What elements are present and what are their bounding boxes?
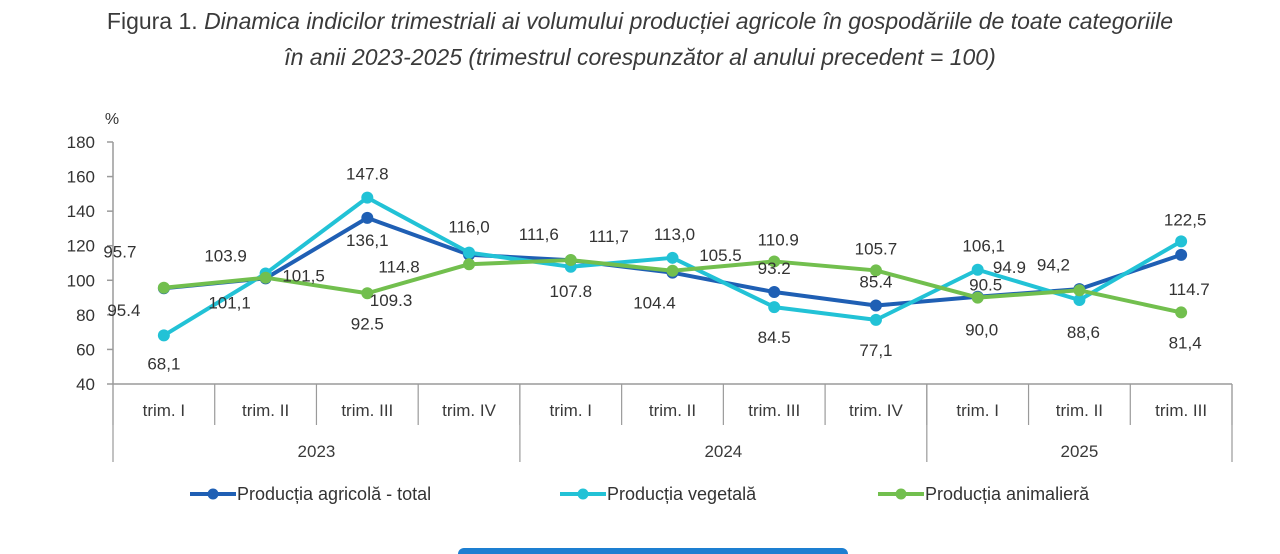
legend-entry: Producția agricolă - total: [237, 484, 431, 504]
data-labels: 95.4 101,1 136,1 114.8 111,6 104.4 93.2 85.4 90.…: [103, 165, 1209, 374]
data-point: [463, 246, 476, 259]
data-label: 95.7: [103, 243, 136, 262]
data-label: 104.4: [633, 294, 676, 313]
data-point: [971, 291, 984, 304]
data-point: [768, 255, 781, 268]
data-label: 114.8: [378, 258, 419, 277]
legend-marker-icon: [577, 488, 589, 500]
x-tick-label: trim. IV: [442, 401, 496, 420]
data-label: 110.9: [758, 230, 799, 249]
y-tick-label: 140: [67, 202, 95, 221]
data-label: 114.7: [1168, 280, 1209, 299]
chart-title-line1: Figura 1. Dinamica indicilor trimestrial…: [0, 4, 1280, 38]
data-point: [869, 264, 882, 277]
data-label: 93.2: [758, 259, 791, 278]
x-group-label: 2025: [1060, 442, 1098, 461]
data-label: 105.7: [855, 239, 898, 258]
axes: % 40 60 80 100 120 140 160 180 trim. I trim. II tri…: [67, 111, 1233, 462]
data-point: [564, 254, 577, 267]
data-point: [869, 313, 882, 326]
data-point: [666, 251, 679, 264]
legend-marker-icon: [895, 488, 907, 500]
legend: Producția agricolă - total Producția vege…: [190, 484, 1090, 504]
data-label: 122,5: [1164, 210, 1207, 229]
figure-number: Figura 1.: [106, 8, 205, 34]
x-tick-label: trim. II: [649, 401, 696, 420]
data-point: [666, 264, 679, 277]
data-label: 85.4: [859, 273, 892, 292]
x-tick-label: trim. IV: [849, 401, 903, 420]
data-point: [869, 299, 882, 312]
data-label: 111,6: [519, 225, 559, 244]
x-tick-label: trim. III: [748, 401, 800, 420]
data-label: 101,1: [208, 293, 251, 312]
legend-entry: Producția vegetală: [607, 484, 757, 504]
y-tick-label: 60: [76, 340, 95, 359]
data-label: 68,1: [147, 354, 180, 373]
data-point: [1073, 293, 1086, 306]
y-tick-label: 180: [67, 133, 95, 152]
data-label: 94,2: [1037, 255, 1070, 274]
data-point: [1073, 284, 1086, 297]
y-tick-label: 40: [76, 375, 95, 394]
chart-subtitle-text: în anii 2023-2025 (trimestrul corespunză…: [284, 44, 996, 70]
data-point: [157, 329, 170, 342]
y-tick-label: 120: [67, 237, 95, 256]
series-lines: [157, 191, 1188, 342]
data-label: 92.5: [351, 314, 384, 333]
data-label: 94.9: [993, 258, 1026, 277]
data-label: 81,4: [1169, 333, 1202, 352]
y-axis-unit-label: %: [105, 111, 119, 128]
data-label: 136,1: [346, 231, 389, 250]
y-tick-label: 160: [67, 168, 95, 187]
data-point: [157, 281, 170, 294]
x-tick-label: trim. I: [143, 401, 186, 420]
data-label: 101,5: [282, 267, 325, 286]
data-label: 103.9: [204, 247, 247, 266]
x-group-label: 2023: [298, 442, 336, 461]
data-point: [1175, 306, 1188, 319]
x-group-label: 2024: [704, 442, 742, 461]
data-point: [768, 301, 781, 314]
data-label: 95.4: [107, 301, 140, 320]
x-tick-label: trim. II: [242, 401, 289, 420]
data-label: 147.8: [346, 165, 389, 184]
data-point: [971, 263, 984, 276]
data-label: 90.5: [969, 276, 1002, 295]
data-label: 105.5: [699, 246, 742, 265]
data-point: [463, 258, 476, 271]
data-label: 88,6: [1067, 323, 1100, 342]
data-point: [361, 191, 374, 204]
data-label: 90,0: [965, 321, 998, 340]
data-point: [361, 211, 374, 224]
data-label: 106,1: [962, 237, 1005, 256]
data-point: [361, 287, 374, 300]
data-point: [1175, 248, 1188, 261]
data-label: 116,0: [448, 218, 489, 237]
x-tick-label: trim. III: [341, 401, 393, 420]
legend-entry: Producția animalieră: [925, 484, 1090, 504]
x-tick-label: trim. II: [1056, 401, 1103, 420]
x-tick-label: trim. I: [956, 401, 999, 420]
data-label: 109.3: [370, 291, 413, 310]
x-tick-label: trim. I: [550, 401, 593, 420]
x-tick-label: trim. III: [1155, 401, 1207, 420]
y-tick-label: 100: [67, 271, 95, 290]
y-tick-label: 80: [76, 306, 95, 325]
bottom-button-edge[interactable]: [458, 548, 848, 554]
legend-marker-icon: [207, 488, 219, 500]
data-label: 113,0: [654, 225, 695, 244]
data-label: 77,1: [859, 341, 892, 360]
data-label: 84.5: [758, 328, 791, 347]
data-point: [768, 286, 781, 299]
data-point: [1175, 235, 1188, 248]
data-label: 107.8: [549, 282, 592, 301]
chart-title-text: Dinamica indicilor trimestriali ai volum…: [204, 8, 1174, 34]
data-label: 111,7: [589, 227, 629, 246]
data-point: [259, 271, 272, 284]
chart-title-line2: în anii 2023-2025 (trimestrul corespunză…: [0, 40, 1280, 74]
